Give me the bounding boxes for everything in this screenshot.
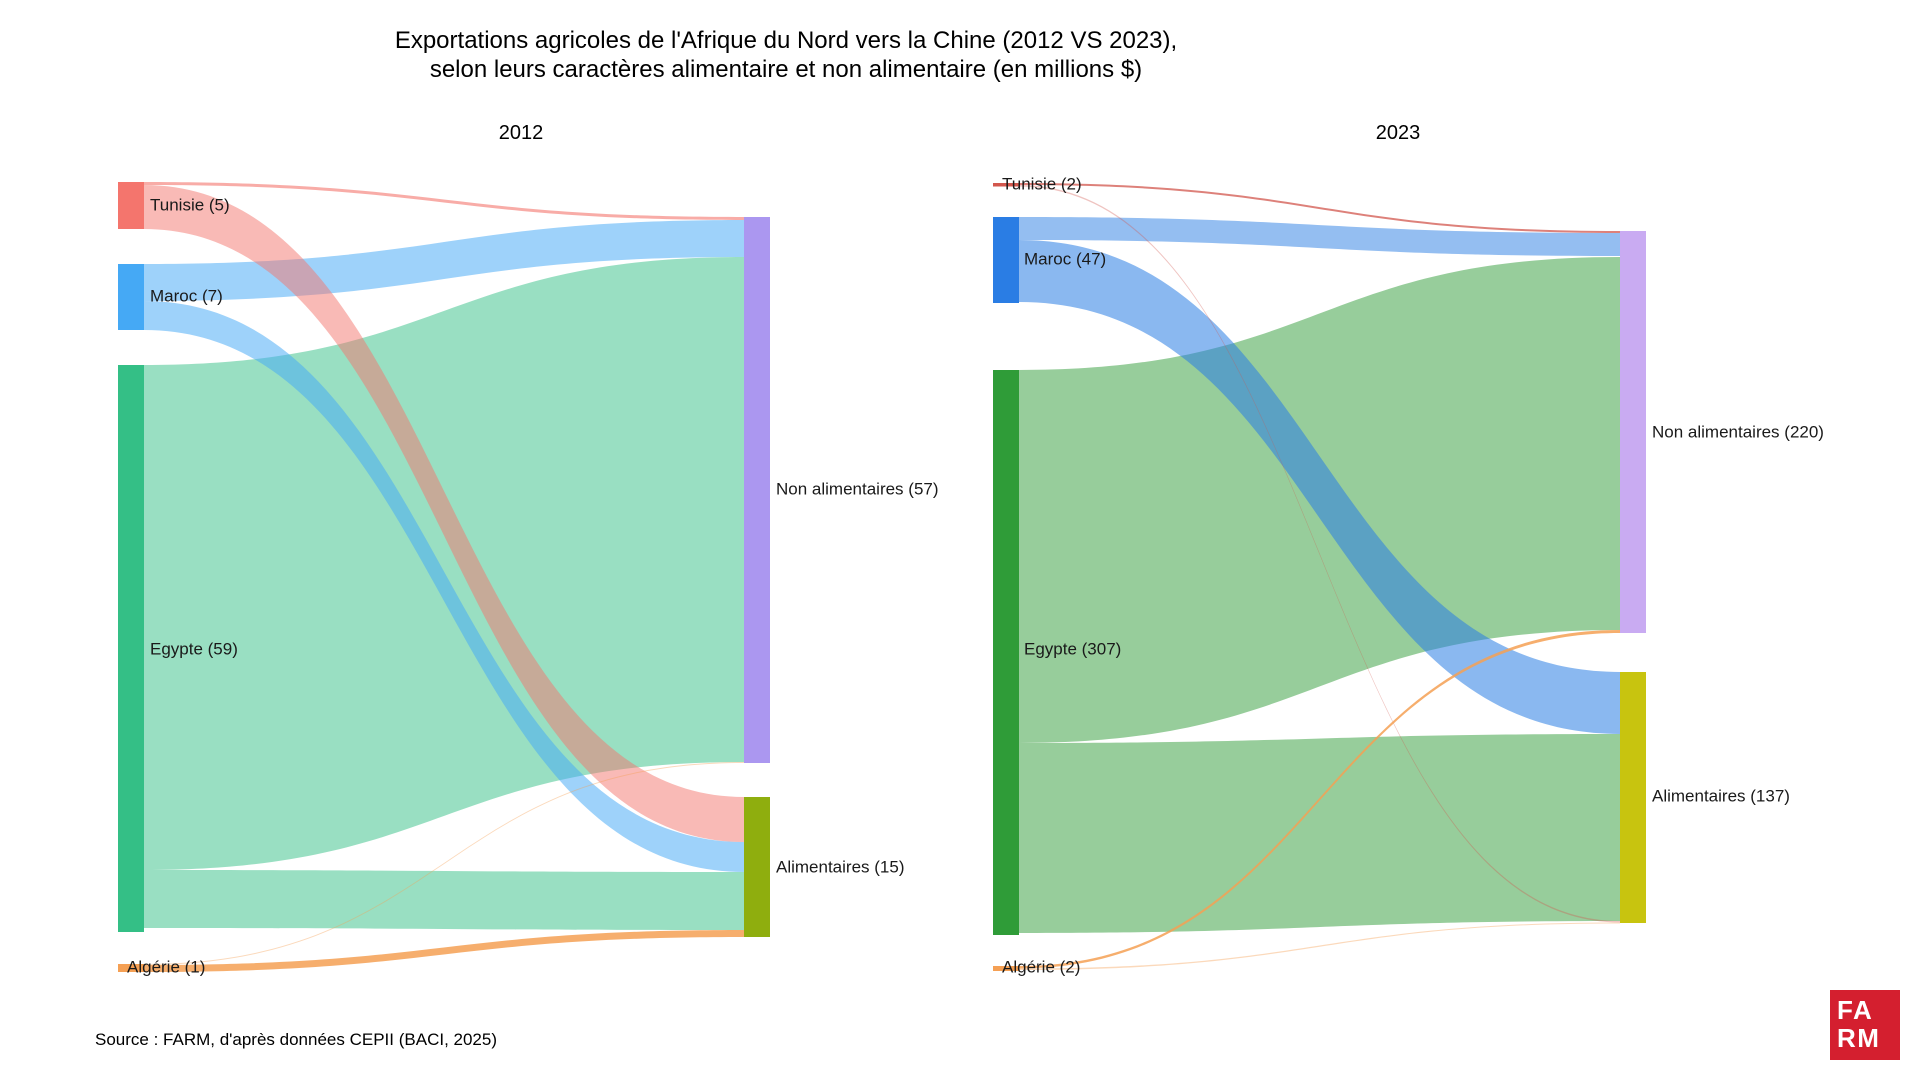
chart-title-line2: selon leurs caractères alimentaire et no… (429, 56, 1143, 83)
sankey-link-maroc-to-non_alimentaires-2023 (1019, 217, 1620, 256)
sankey-node-egypte-2012 (118, 365, 144, 932)
sankey-link-tunisie-to-alimentaires-2023 (1019, 185, 1620, 923)
sankey-link-algerie-to-alimentaires-2023 (1019, 922, 1620, 970)
sankey-node-alimentaires-2023 (1620, 672, 1646, 923)
chart-title: Exportations agricoles de l'Afrique du N… (0, 26, 1572, 84)
source-note: Source : FARM, d'après données CEPII (BA… (95, 1030, 497, 1049)
sankey-node-label-alimentaires-2023: Alimentaires (137) (1652, 786, 1790, 805)
sankey-node-algerie-2012 (118, 964, 144, 972)
sankey-node-non_alimentaires-2023 (1620, 231, 1646, 633)
sankey-node-label-tunisie-2023: Tunisie (2) (1002, 174, 1082, 193)
sankey-node-label-non_alimentaires-2023: Non alimentaires (220) (1652, 422, 1824, 441)
sankey-node-label-algerie-2012: Algérie (1) (127, 957, 205, 976)
sankey-node-egypte-2023 (993, 370, 1019, 935)
sankey-link-maroc-to-alimentaires-2023 (1019, 240, 1620, 734)
sankey-link-egypte-to-alimentaires-2023 (1019, 734, 1620, 933)
sankey-node-label-egypte-2023: Egypte (307) (1024, 639, 1121, 658)
panel-year-label-2012: 2012 (498, 122, 544, 144)
sankey-node-label-tunisie-2012: Tunisie (5) (150, 195, 230, 214)
chart-title-line1: Exportations agricoles de l'Afrique du N… (394, 27, 1178, 54)
sankey-node-non_alimentaires-2012 (744, 217, 770, 763)
farm-logo-text-top: FA (1837, 995, 1874, 1025)
sankey-link-egypte-to-non_alimentaires-2012 (144, 257, 744, 870)
sankey-link-tunisie-to-non_alimentaires-2012 (144, 182, 744, 220)
farm-logo-text-bottom: RM (1837, 1023, 1881, 1053)
sankey-link-tunisie-to-alimentaires-2012 (144, 185, 744, 842)
sankey-node-label-non_alimentaires-2012: Non alimentaires (57) (776, 479, 939, 498)
sankey-node-tunisie-2012 (118, 182, 144, 229)
sankey-node-algerie-2023 (993, 966, 1019, 971)
sankey-node-label-maroc-2012: Maroc (7) (150, 286, 223, 305)
sankey-link-egypte-to-alimentaires-2012 (144, 870, 744, 930)
panel-year-label-2023: 2023 (1375, 122, 1421, 144)
sankey-link-algerie-to-alimentaires-2012 (144, 930, 744, 972)
sankey-link-algerie-to-non_alimentaires-2023 (1019, 630, 1620, 969)
sankey-node-label-alimentaires-2012: Alimentaires (15) (776, 857, 905, 876)
sankey-panel-2012: Tunisie (5) Maroc (7) Egypte (59) Algérie (… (118, 182, 939, 976)
sankey-node-label-egypte-2012: Egypte (59) (150, 639, 238, 658)
sankey-node-maroc-2023 (993, 217, 1019, 303)
sankey-node-tunisie-2023 (993, 183, 1019, 187)
sankey-link-maroc-to-alimentaires-2012 (144, 301, 744, 872)
sankey-node-alimentaires-2012 (744, 797, 770, 937)
sankey-node-label-maroc-2023: Maroc (47) (1024, 249, 1106, 268)
sankey-node-maroc-2012 (118, 264, 144, 330)
sankey-link-algerie-to-non_alimentaires-2012 (144, 762, 744, 965)
sankey-panel-2023: Tunisie (2) Maroc (47) Egypte (307) Algérie… (993, 174, 1824, 976)
sankey-node-label-algerie-2023: Algérie (2) (1002, 957, 1080, 976)
farm-logo: FA RM (1830, 990, 1900, 1060)
sankey-link-tunisie-to-non_alimentaires-2023 (1019, 183, 1620, 233)
